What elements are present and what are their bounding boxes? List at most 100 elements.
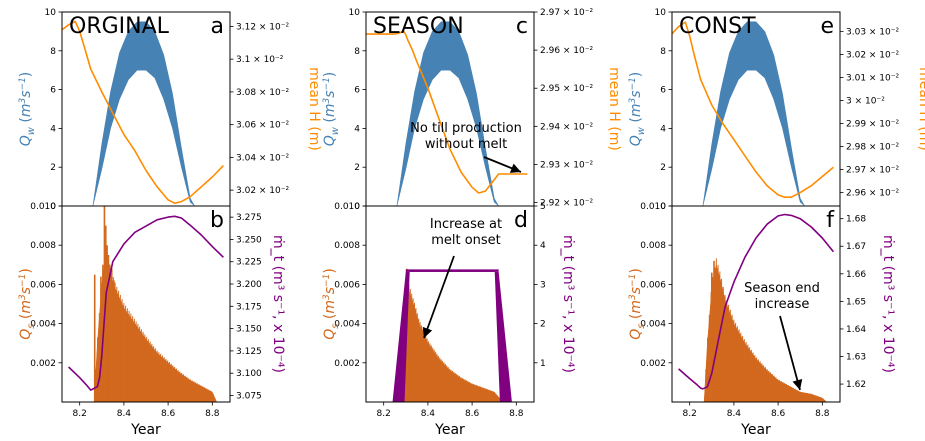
right-tick-label: 1 [540, 359, 546, 369]
panel-season_top: 0 2 4 6 8 10 2.92 × 10⁻² 2.93 × 10⁻² 2.94 × 10⁻²… [322, 8, 622, 212]
x-axis-label: Year [130, 422, 161, 438]
label-sup: −1 [628, 274, 638, 287]
plot-area [678, 213, 835, 402]
right-tick-label: 2.97 × 10⁻² [846, 166, 900, 176]
left-tick-label: 0.002 [30, 359, 56, 369]
panel-letter: b [210, 208, 224, 233]
annotation-text: without melt [425, 137, 507, 152]
right-tick-label: 3.100 [236, 369, 262, 379]
mean-h-line [366, 30, 528, 194]
x-tick-label: 8.4 [421, 409, 436, 419]
left-tick-label: 0.004 [640, 320, 666, 330]
left-axis-label: Qw (m3s−1) [18, 72, 37, 147]
right-tick-label: 1.64 [846, 325, 866, 335]
x-tick-label: 8.2 [73, 409, 87, 419]
panel-season_bottom: 0.002 0.004 0.006 0.008 0.010 1 2 3 4 5 8.2 8.4 8.6 8… [322, 202, 576, 438]
label-unit-s: s [18, 287, 34, 294]
x-tick-label: 8.6 [161, 409, 176, 419]
right-tick-label: 3.250 [236, 235, 262, 245]
right-tick-label: 3.06 × 10⁻² [236, 121, 290, 131]
label-unit-m: m [322, 104, 338, 118]
right-tick-label: 2.97 × 10⁻² [540, 8, 594, 18]
panel-const_bottom: 0.002 0.004 0.006 0.008 0.010 1.62 1.63 1.64 1.6… [628, 202, 896, 438]
left-tick-label: 8 [50, 47, 56, 57]
left-tick-label: 0.004 [334, 320, 360, 330]
left-tick-label: 0 [50, 202, 56, 212]
label-unit-m: m [18, 104, 34, 118]
water-discharge-band [396, 21, 499, 206]
x-tick-label: 8.6 [465, 409, 480, 419]
left-tick-label: 0.006 [640, 280, 666, 290]
label-close: ) [18, 268, 34, 273]
label-open: ( [18, 314, 34, 324]
right-tick-label: 3.125 [236, 347, 262, 357]
right-tick-label: 4 [540, 241, 546, 251]
annotation-text: increase [755, 297, 810, 312]
annotation-arrowhead [509, 163, 521, 173]
label-symbol: Q [322, 135, 338, 146]
annotation-text: Increase at [430, 217, 502, 232]
right-tick-label: 3.275 [236, 213, 262, 223]
left-tick-label: 0 [354, 202, 360, 212]
left-axis-label: Qw (m3s−1) [322, 72, 341, 147]
right-tick-label: 3.075 [236, 391, 262, 401]
plot-area [68, 206, 224, 402]
left-tick-label: 10 [349, 8, 361, 18]
right-tick-label: 1.67 [846, 242, 866, 252]
x-axis-label: Year [740, 422, 771, 438]
right-axis-label: ṁ_t (m³ s⁻¹, x 10⁻⁴) [560, 235, 576, 373]
right-tick-label: 1.66 [846, 270, 866, 280]
right-axis-label: mean H (m) [606, 67, 622, 151]
annotation-arrow [423, 255, 455, 339]
label-symbol: Q [18, 329, 34, 340]
left-tick-label: 6 [50, 86, 56, 96]
left-tick-label: 0.010 [334, 202, 360, 212]
left-axis-label: Qw (m3s−1) [628, 72, 647, 147]
panel-letter: c [516, 14, 528, 39]
axes-frame [365, 205, 535, 403]
annotation-text: melt onset [431, 233, 501, 248]
label-sup: 3 [628, 294, 638, 300]
till-production-line [678, 213, 835, 390]
x-tick-label: 8.8 [205, 409, 220, 419]
x-tick-label: 8.8 [815, 409, 830, 419]
label-subscript: w [26, 126, 37, 135]
right-tick-label: 3.02 × 10⁻² [236, 186, 290, 196]
left-tick-label: 6 [354, 86, 360, 96]
right-tick-label: 1.63 [846, 353, 866, 363]
right-tick-label: 3 × 10⁻² [846, 96, 885, 106]
right-tick-label: 3.12 × 10⁻² [236, 22, 290, 32]
label-subscript: s [330, 324, 341, 329]
right-axis-label: ṁ_t (m³ s⁻¹, x 10⁻⁴) [880, 235, 896, 373]
x-tick-label: 8.2 [377, 409, 391, 419]
plot-area [366, 21, 528, 206]
right-tick-label: 3.200 [236, 280, 262, 290]
label-symbol: Q [18, 135, 34, 146]
label-sup: 3 [18, 294, 28, 300]
panel-title: ORGINAL [69, 14, 170, 39]
label-sup: 3 [322, 98, 332, 104]
right-tick-label: 2.99 × 10⁻² [846, 120, 900, 130]
label-close: ) [322, 268, 338, 273]
left-tick-label: 8 [660, 47, 666, 57]
right-tick-label: 2.96 × 10⁻² [540, 46, 594, 56]
axes-frame [61, 205, 231, 403]
panel-letter: e [820, 14, 834, 39]
label-unit-m: m [628, 300, 644, 314]
left-tick-label: 8 [354, 47, 360, 57]
label-unit-m: m [18, 300, 34, 314]
left-axis-label: Qs (m3s−1) [628, 268, 647, 340]
x-axis-label: Year [434, 422, 465, 438]
left-tick-label: 0.010 [640, 202, 666, 212]
right-tick-label: 3.225 [236, 258, 262, 268]
plot-area [392, 268, 512, 402]
panel-orginal_top: 0 2 4 6 8 10 3.02 × 10⁻² 3.04 × 10⁻² 3.06 × 10⁻²… [18, 8, 322, 212]
left-tick-label: 4 [660, 124, 666, 134]
label-unit-s: s [628, 90, 644, 97]
label-open: ( [628, 314, 644, 324]
right-tick-label: 3.1 × 10⁻² [236, 55, 284, 65]
label-subscript: w [636, 126, 647, 135]
right-tick-label: 5 [540, 202, 546, 212]
